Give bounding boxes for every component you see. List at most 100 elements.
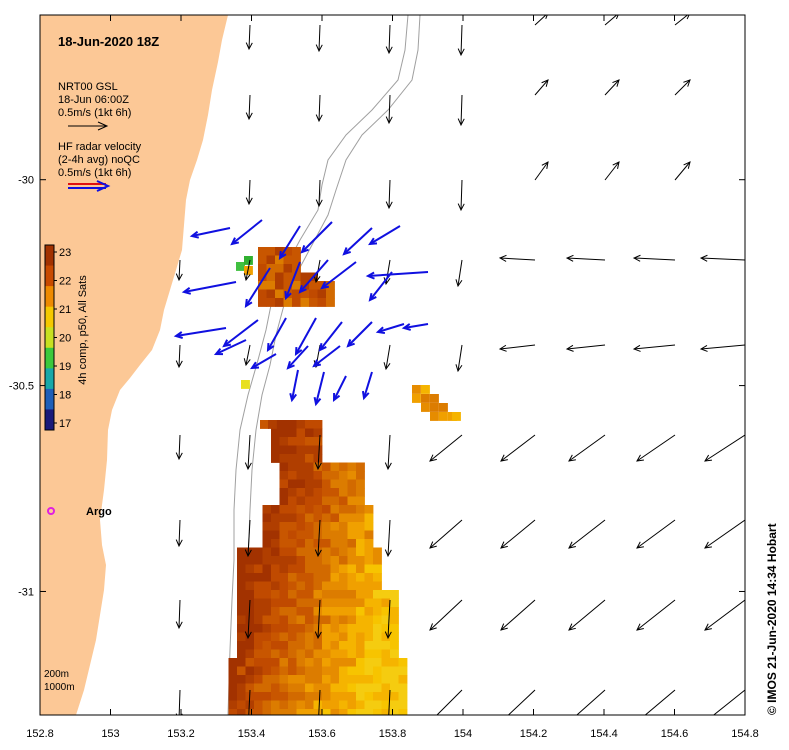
sst-cell: [390, 649, 399, 659]
model-arrow: [455, 259, 463, 288]
sst-cell: [339, 598, 348, 608]
model-arrow: [568, 599, 606, 631]
sst-cell: [322, 530, 331, 540]
sst-cell: [412, 394, 421, 403]
sst-cell: [322, 632, 331, 642]
sst-cell: [313, 615, 323, 625]
radar-legend-name: HF radar velocity: [58, 141, 142, 153]
sst-cell: [390, 692, 399, 701]
sst-cell: [390, 615, 399, 625]
sst-cell: [296, 547, 306, 557]
sst-cell: [262, 658, 272, 667]
sst-cell: [258, 298, 267, 307]
sst-cell: [254, 547, 263, 557]
sst-cell: [339, 632, 348, 642]
model-arrow: [245, 94, 253, 121]
longitude-axis: 152.8 153 153.2 153.4 153.6 153.8 154 154.2 154.…: [26, 15, 759, 740]
sst-cell: [347, 462, 357, 472]
model-arrow: [457, 24, 465, 57]
model-arrow: [674, 161, 691, 181]
sst-cell: [305, 666, 314, 676]
sst-cell: [245, 581, 255, 591]
sst-cell: [347, 624, 357, 633]
sst-cell: [330, 530, 340, 540]
sst-cell: [373, 700, 382, 710]
sst-cell: [339, 462, 348, 472]
radar-arrow: [230, 219, 263, 246]
sst-cell: [322, 692, 331, 701]
sst-cell: [313, 624, 323, 633]
radar-arrow: [368, 225, 401, 246]
sst-cell: [296, 641, 306, 650]
sst-cell: [254, 581, 263, 591]
sst-cell: [271, 513, 280, 523]
sst-cell: [313, 513, 323, 523]
sst-cell: [271, 522, 280, 531]
sst-cell: [313, 420, 323, 429]
sst-cell: [305, 530, 314, 540]
sst-cell: [373, 624, 382, 633]
sst-cell: [241, 380, 250, 389]
sst-cell: [339, 581, 348, 591]
sst-cell: [305, 641, 314, 650]
sst-cell: [305, 692, 314, 701]
sst-cell: [283, 264, 293, 273]
sst-cell: [421, 403, 430, 412]
sst-cell: [296, 437, 306, 446]
sst-cell: [339, 709, 348, 715]
sst-cell: [288, 564, 297, 574]
sst-cell: [271, 675, 280, 684]
sst-cell: [305, 598, 314, 608]
sst-cell: [339, 496, 348, 506]
sst-cell: [271, 632, 280, 642]
sst-cell: [254, 658, 263, 667]
sst-cell: [364, 590, 374, 599]
sst-cell: [271, 539, 280, 548]
sst-cell: [364, 692, 374, 701]
model-arrow: [644, 689, 676, 715]
sst-cell: [258, 289, 267, 299]
sst-cell: [322, 700, 331, 710]
sst-cell: [279, 513, 289, 523]
radar-arrow: [284, 261, 301, 301]
sst-cell: [364, 513, 374, 523]
sst-cell: [330, 683, 340, 693]
sst-cell: [339, 649, 348, 659]
sst-cell: [330, 692, 340, 701]
model-arrow: [429, 599, 463, 631]
sst-cell: [356, 641, 365, 650]
sst-cell: [245, 666, 255, 676]
sst-cell: [347, 505, 357, 514]
colorbar-segment: [45, 409, 54, 431]
radar-legend-scale: 0.5m/s (1kt 6h): [58, 167, 131, 179]
radar-arrow: [294, 317, 317, 357]
sst-cell: [390, 700, 399, 710]
sst-cell: [381, 641, 391, 650]
sst-cell: [279, 547, 289, 557]
sst-cell: [305, 471, 314, 480]
sst-cell: [237, 547, 246, 557]
sst-cell: [356, 488, 365, 497]
sst-cell: [292, 298, 301, 307]
sst-cell: [347, 675, 357, 684]
lon-tick-label: 154.6: [661, 728, 689, 740]
sst-cell: [245, 658, 255, 667]
sst-cell: [305, 479, 314, 489]
radar-arrow: [342, 227, 373, 256]
sst-cell: [228, 666, 238, 676]
sst-cell: [305, 590, 314, 599]
argo-float-marker: [47, 507, 55, 515]
model-arrow: [704, 599, 745, 631]
sst-cell: [305, 683, 314, 693]
sst-cell: [228, 683, 238, 693]
sst-cell: [313, 692, 323, 701]
sst-cell: [364, 547, 374, 557]
sst-cell: [236, 262, 245, 271]
sst-cell: [390, 641, 399, 650]
model-arrow: [712, 689, 745, 715]
sst-cell: [356, 658, 365, 667]
model-arrow: [457, 179, 465, 212]
sst-cell: [237, 598, 246, 608]
sst-cell: [364, 709, 374, 715]
sst-cell: [421, 394, 430, 403]
